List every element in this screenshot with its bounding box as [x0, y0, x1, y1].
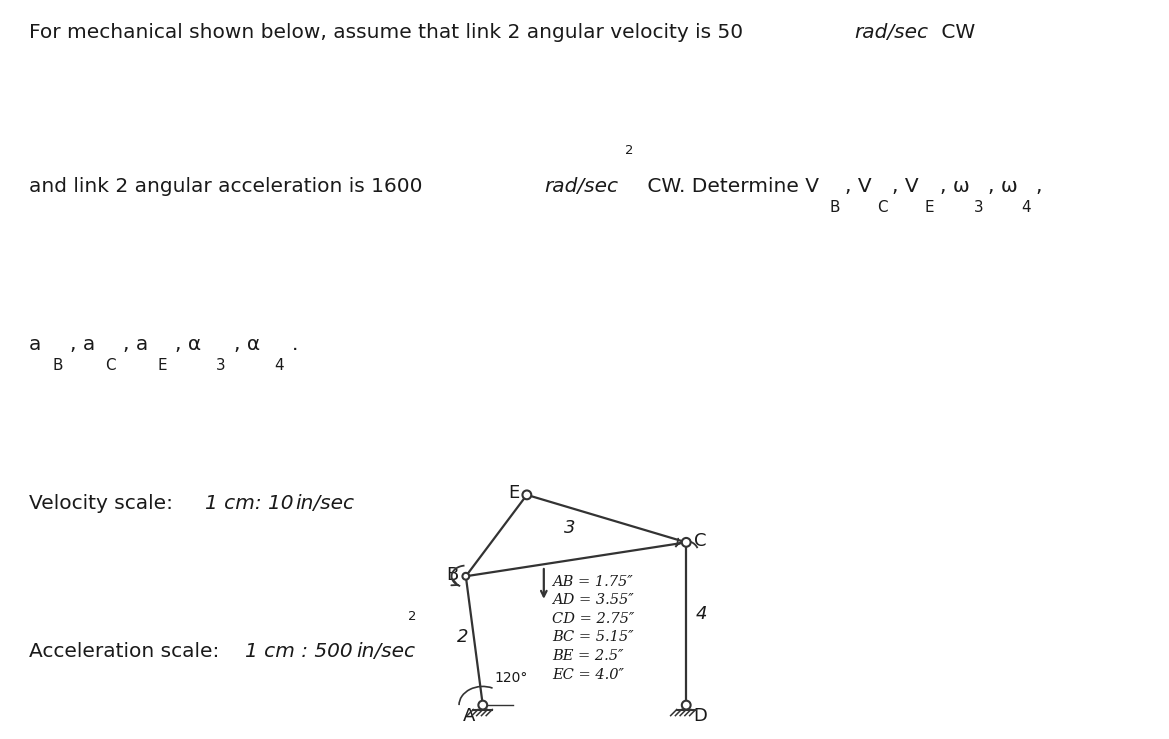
Text: in/sec: in/sec: [357, 642, 416, 661]
Text: .: .: [292, 336, 298, 354]
Text: and link 2 angular acceleration is 1600: and link 2 angular acceleration is 1600: [29, 177, 429, 196]
Text: 2: 2: [408, 610, 416, 623]
Text: CD = 2.75″: CD = 2.75″: [552, 612, 635, 626]
Circle shape: [682, 538, 691, 547]
Text: EC = 4.0″: EC = 4.0″: [552, 668, 624, 682]
Text: 2: 2: [625, 144, 634, 157]
Text: CW. Determine V: CW. Determine V: [641, 177, 818, 196]
Text: E: E: [925, 200, 934, 215]
Text: E: E: [158, 358, 167, 373]
Text: , V: , V: [892, 177, 919, 196]
Text: 120°: 120°: [494, 671, 528, 685]
Text: a: a: [29, 336, 42, 354]
Text: A: A: [463, 706, 476, 725]
Text: rad/sec: rad/sec: [855, 23, 928, 42]
Text: 2: 2: [457, 628, 469, 647]
Text: in/sec: in/sec: [296, 494, 355, 513]
Text: C: C: [693, 531, 706, 550]
Text: 4: 4: [275, 358, 284, 373]
Text: Acceleration scale:: Acceleration scale:: [29, 642, 220, 661]
Text: C: C: [105, 358, 116, 373]
Text: For mechanical shown below, assume that link 2 angular velocity is 50: For mechanical shown below, assume that …: [29, 23, 749, 42]
Text: rad/sec: rad/sec: [545, 177, 618, 196]
Text: BE = 2.5″: BE = 2.5″: [552, 649, 624, 663]
Circle shape: [523, 491, 531, 500]
Text: 1 cm: 10: 1 cm: 10: [205, 494, 299, 513]
Text: B: B: [830, 200, 841, 215]
Text: 1 cm : 500: 1 cm : 500: [245, 642, 360, 661]
Text: 3: 3: [216, 358, 226, 373]
Text: B: B: [447, 565, 458, 584]
Text: , a: , a: [123, 336, 148, 354]
Text: 3: 3: [565, 519, 575, 537]
Text: E: E: [509, 484, 519, 503]
Text: , α: , α: [234, 336, 260, 354]
Text: , ω: , ω: [940, 177, 969, 196]
Text: 3: 3: [974, 200, 983, 215]
Text: D: D: [693, 706, 707, 725]
Text: Velocity scale:: Velocity scale:: [29, 494, 173, 513]
Text: ,: ,: [1036, 177, 1043, 196]
Text: BC = 5.15″: BC = 5.15″: [552, 630, 634, 644]
Text: , a: , a: [70, 336, 96, 354]
Text: AD = 3.55″: AD = 3.55″: [552, 593, 634, 607]
Text: 4: 4: [1022, 200, 1031, 215]
Text: , V: , V: [845, 177, 872, 196]
Circle shape: [463, 573, 469, 579]
Text: , α: , α: [175, 336, 201, 354]
Circle shape: [478, 701, 487, 709]
Text: 4: 4: [696, 605, 707, 622]
Text: B: B: [53, 358, 63, 373]
Text: AB = 1.75″: AB = 1.75″: [552, 574, 634, 588]
Circle shape: [682, 701, 691, 709]
Text: CW: CW: [935, 23, 975, 42]
Text: C: C: [877, 200, 887, 215]
Text: , ω: , ω: [988, 177, 1017, 196]
